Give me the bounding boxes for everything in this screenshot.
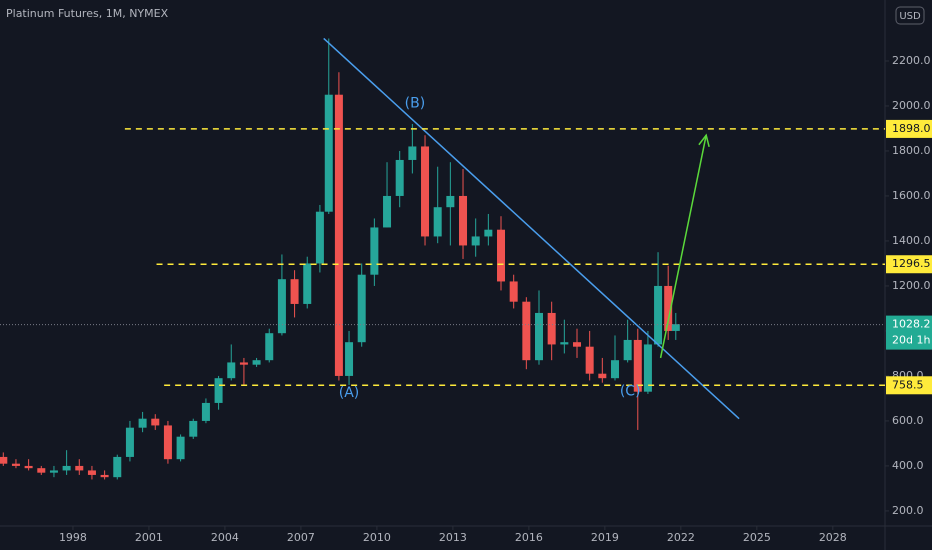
x-tick-label: 2004 [211,531,239,544]
candle-body [324,94,333,212]
x-tick-label: 2007 [287,531,315,544]
candle-body [598,373,607,379]
candle-body [24,465,33,469]
candle-body [421,146,430,237]
candle-body [334,94,343,376]
candle-body [671,324,680,331]
candle-body [610,360,619,379]
x-tick-label: 2016 [515,531,543,544]
x-tick-label: 2019 [591,531,619,544]
x-tick-label: 2001 [135,531,163,544]
level-badge [886,119,932,138]
y-tick-label: 2200.0 [892,54,931,67]
candle-body [484,229,493,237]
candle-body [535,312,544,361]
candle-body [664,285,673,331]
candle-body [315,211,324,264]
level-label: 758.5 [892,378,924,391]
candle-body [408,146,417,160]
candle-body [37,468,46,473]
x-tick-label: 2013 [439,531,467,544]
candle-body [497,229,506,282]
candle-body [654,285,663,345]
candle-body [265,333,274,361]
candle-body [62,465,71,471]
x-tick-label: 2025 [743,531,771,544]
current-price-badge [886,315,932,350]
candle-body [0,456,8,464]
wave-label: (C) [620,384,641,400]
countdown-label: 20d 1h [892,334,930,347]
candle-body [239,362,248,365]
currency-badge[interactable] [895,6,925,25]
candle-body [113,456,122,478]
level-label: 1296.5 [892,257,931,270]
candle-body [201,402,210,421]
candle-body [303,263,312,304]
candle-body [509,281,518,302]
candle-body [189,420,198,437]
y-tick-label: 1400.0 [892,234,931,247]
candle-body [87,470,96,475]
candle-body [214,378,223,403]
candle-body [357,274,366,343]
candle-body [395,159,404,196]
candle-body [459,195,468,246]
candle-body [370,227,379,275]
candle-body [49,470,58,473]
y-tick-label: 1200.0 [892,279,931,292]
candle-body [633,339,642,392]
candle-body [522,301,531,361]
x-tick-label: 1998 [59,531,87,544]
candle-body [227,362,236,379]
x-tick-label: 2022 [667,531,695,544]
candle-body [433,207,442,237]
candle-body [345,342,354,376]
candle-body [125,427,134,457]
candle-body [277,279,286,334]
candle-body [623,339,632,361]
arrow-head [698,133,710,148]
candle-body [290,279,299,304]
candle-body [643,344,652,392]
y-tick-label: 400.0 [892,459,924,472]
candle-body [100,474,109,478]
candle-body [151,418,160,426]
chart-title: Platinum Futures, 1M, NYMEX [6,7,169,20]
wave-label: (A) [339,385,360,401]
x-tick-label: 2028 [819,531,847,544]
y-tick-label: 1800.0 [892,144,931,157]
candle-body [383,195,392,228]
y-tick-label: 2000.0 [892,99,931,112]
candle-body [572,342,581,347]
trendline [323,37,740,420]
level-badge [886,376,932,395]
current-price-label: 1028.2 [892,318,931,331]
candle-body [560,342,569,345]
candle-body [138,418,147,428]
level-label: 1898.0 [892,122,931,135]
candle-body [547,312,556,345]
y-tick-label: 200.0 [892,504,924,517]
currency-label: USD [899,11,921,22]
level-badge [886,255,932,274]
candle-body [75,465,84,471]
candle-body [163,425,172,460]
candle-body [585,346,594,374]
wave-label: (B) [405,96,426,112]
y-tick-label: 600.0 [892,414,924,427]
arrow-line [659,135,707,359]
candle-body [11,463,20,466]
candle-body [446,195,455,208]
candle-body [471,236,480,246]
y-tick-label: 1600.0 [892,189,931,202]
x-tick-label: 2010 [363,531,391,544]
candle-body [176,436,185,460]
candle-body [252,360,261,365]
